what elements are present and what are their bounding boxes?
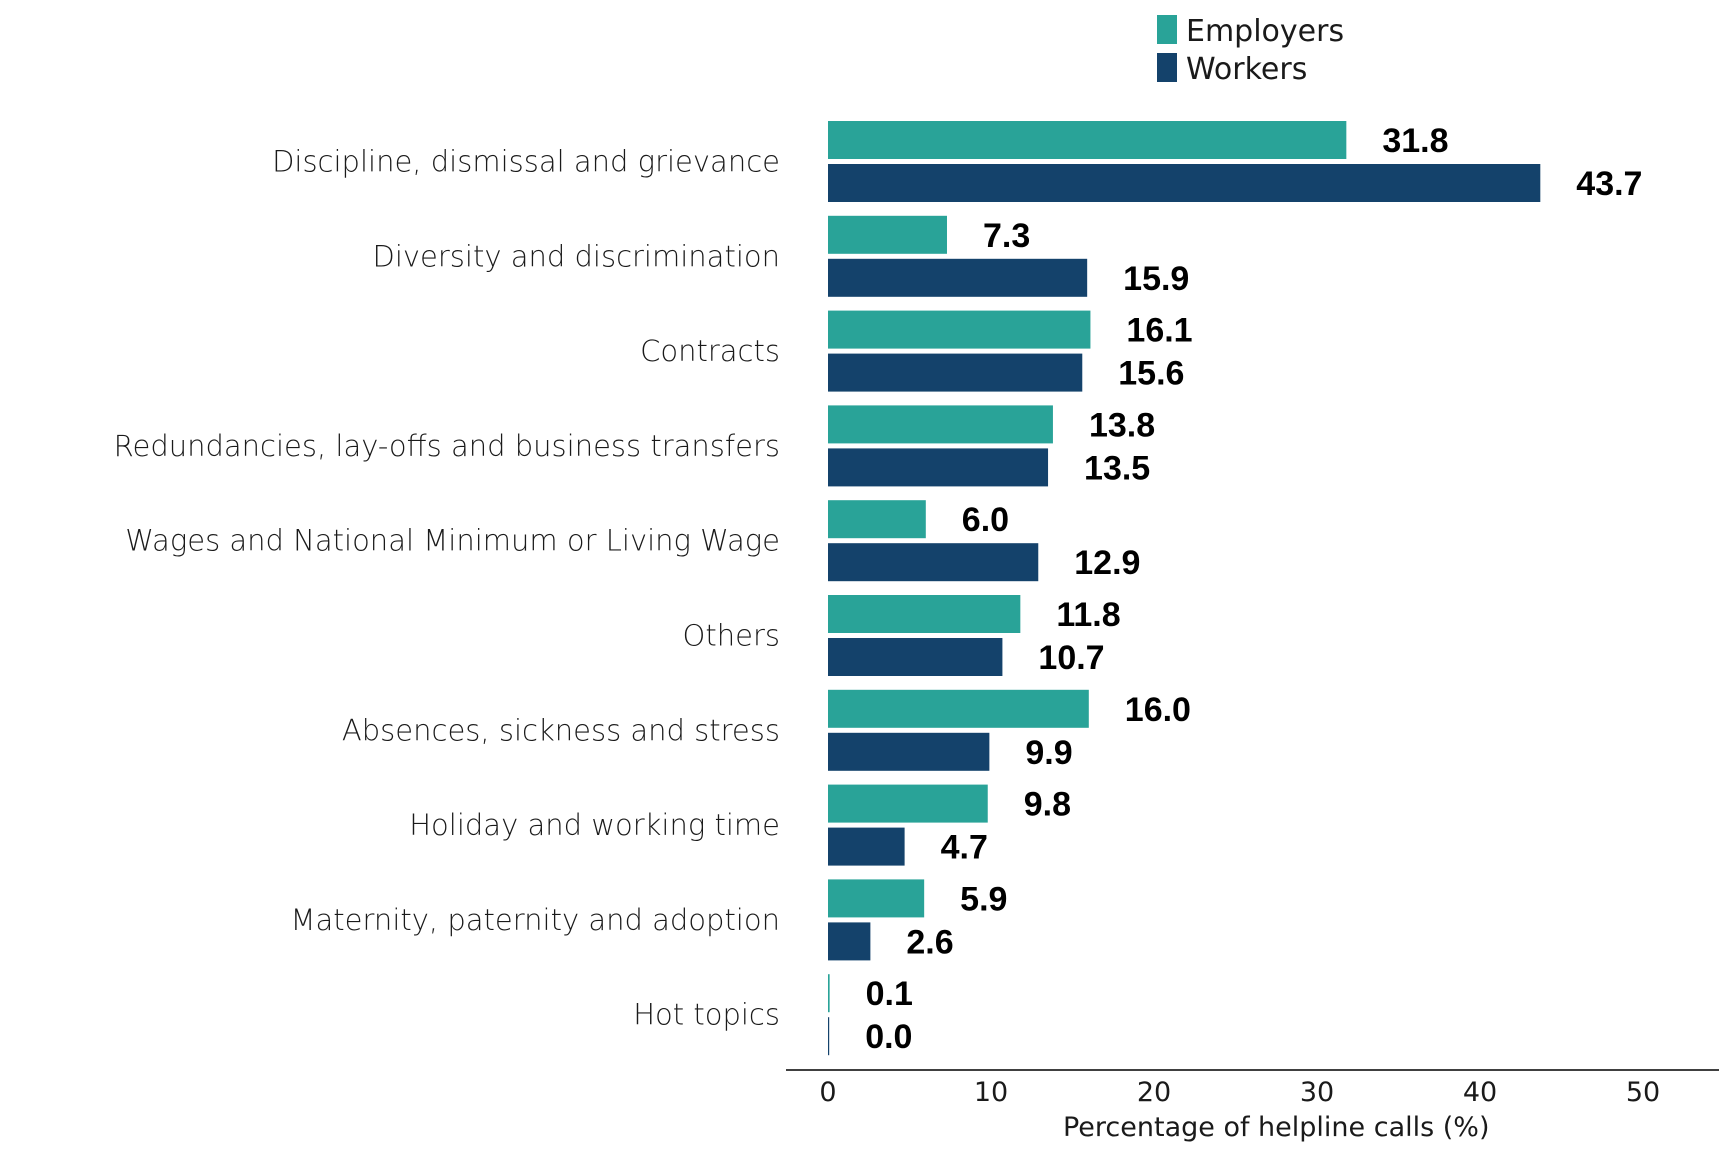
bar-employers — [828, 974, 830, 1013]
bar-employers — [828, 310, 1091, 349]
bar-employers — [828, 121, 1347, 159]
bar-employers — [828, 689, 1089, 728]
category-label: Diversity and discrimination — [372, 239, 780, 273]
bar-employers — [828, 879, 925, 918]
bar-workers — [828, 164, 1541, 202]
data-label: 13.5 — [1084, 449, 1150, 487]
data-label: 43.7 — [1576, 165, 1642, 203]
data-label: 10.7 — [1038, 639, 1104, 677]
bar-employers — [828, 500, 926, 539]
category-label: Discipline, dismissal and grievance — [272, 145, 780, 179]
data-label: 11.8 — [1056, 596, 1120, 634]
data-label: 6.0 — [962, 501, 1009, 539]
x-tick-label: 50 — [1626, 1077, 1660, 1108]
data-label: 31.8 — [1382, 122, 1448, 160]
x-tick-label: 0 — [819, 1077, 836, 1108]
data-label: 13.8 — [1089, 406, 1155, 444]
category-label: Absences, sickness and stress — [342, 713, 780, 747]
data-label: 5.9 — [960, 880, 1007, 918]
data-label: 7.3 — [983, 217, 1030, 255]
data-label: 15.6 — [1118, 355, 1184, 393]
x-tick-label: 30 — [1300, 1077, 1334, 1108]
bar-employers — [828, 784, 988, 823]
category-label: Others — [683, 619, 780, 653]
legend-swatch-workers — [1157, 53, 1177, 82]
data-label: 16.1 — [1126, 312, 1192, 350]
data-label: 0.0 — [865, 1018, 912, 1056]
category-label: Holiday and working time — [409, 808, 780, 842]
bar-workers — [828, 922, 871, 961]
bar-workers — [828, 732, 990, 771]
data-label: 9.8 — [1024, 786, 1071, 824]
legend-swatch-employers — [1157, 15, 1177, 44]
bar-workers — [828, 827, 905, 866]
x-tick-label: 40 — [1463, 1077, 1497, 1108]
category-label: Contracts — [640, 334, 780, 368]
bar-workers — [828, 258, 1088, 297]
data-label: 9.9 — [1025, 734, 1072, 772]
bar-employers — [828, 405, 1053, 444]
x-axis-title: Percentage of helpline calls (%) — [1063, 1112, 1490, 1143]
data-label: 0.1 — [866, 975, 913, 1013]
category-label: Wages and National Minimum or Living Wag… — [125, 524, 780, 558]
bar-workers — [828, 638, 1003, 676]
data-label: 15.9 — [1123, 260, 1189, 298]
x-tick-label: 10 — [974, 1077, 1008, 1108]
category-label: Redundancies, lay-offs and business tran… — [114, 429, 780, 463]
category-label: Maternity, paternity and adoption — [291, 903, 780, 937]
x-tick-label: 20 — [1137, 1077, 1171, 1108]
legend-label: Workers — [1186, 52, 1307, 87]
legend-label: Employers — [1186, 14, 1344, 49]
bar-workers — [828, 353, 1083, 392]
bar-workers — [828, 1017, 830, 1056]
data-label: 2.6 — [906, 923, 953, 961]
data-label: 4.7 — [941, 829, 988, 867]
bar-employers — [828, 595, 1021, 633]
bar-employers — [828, 215, 947, 254]
bar-workers — [828, 448, 1049, 487]
data-label: 12.9 — [1074, 544, 1140, 582]
category-label: Hot topics — [633, 998, 780, 1032]
bar-workers — [828, 543, 1039, 582]
data-label: 16.0 — [1125, 691, 1191, 729]
